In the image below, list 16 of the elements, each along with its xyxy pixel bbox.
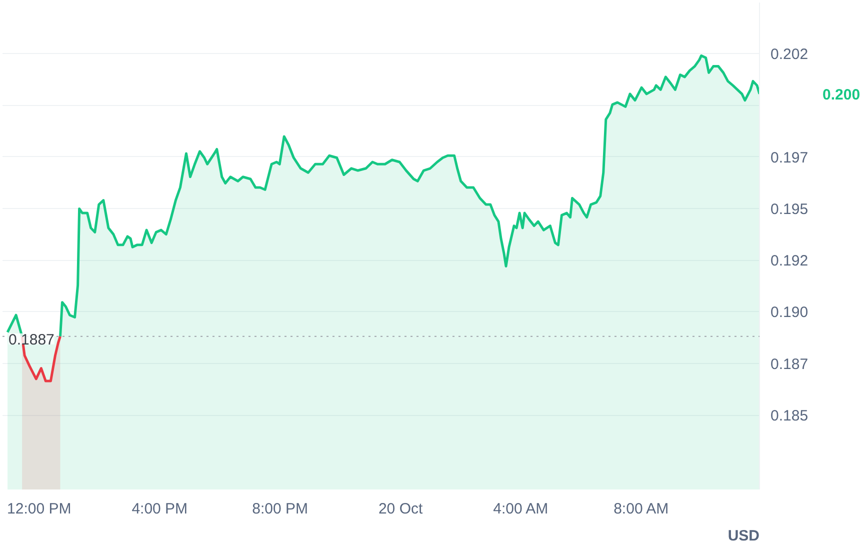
x-tick-label: 4:00 PM	[132, 500, 188, 518]
ref-line-label: 0.1887	[8, 331, 54, 348]
text: 0.200	[822, 86, 860, 104]
x-tick-label: 4:00 AM	[493, 500, 548, 518]
x-tick-label: 8:00 PM	[252, 500, 308, 518]
x-tick-label: 12:00 PM	[7, 500, 72, 518]
x-tick-label: 8:00 AM	[614, 500, 669, 518]
y-tick-label: 0.187	[770, 356, 808, 373]
y-tick-label: 0.195	[770, 201, 808, 218]
y-tick-label: 0.202	[770, 46, 808, 64]
text: USD	[728, 528, 760, 544]
x-tick-label: 20 Oct	[378, 500, 424, 518]
y-tick-label: 0.197	[770, 149, 808, 166]
y-tick-label: 0.192	[770, 252, 808, 270]
y-tick-label: 0.190	[770, 304, 808, 322]
y-tick-label: 0.185	[770, 408, 808, 425]
